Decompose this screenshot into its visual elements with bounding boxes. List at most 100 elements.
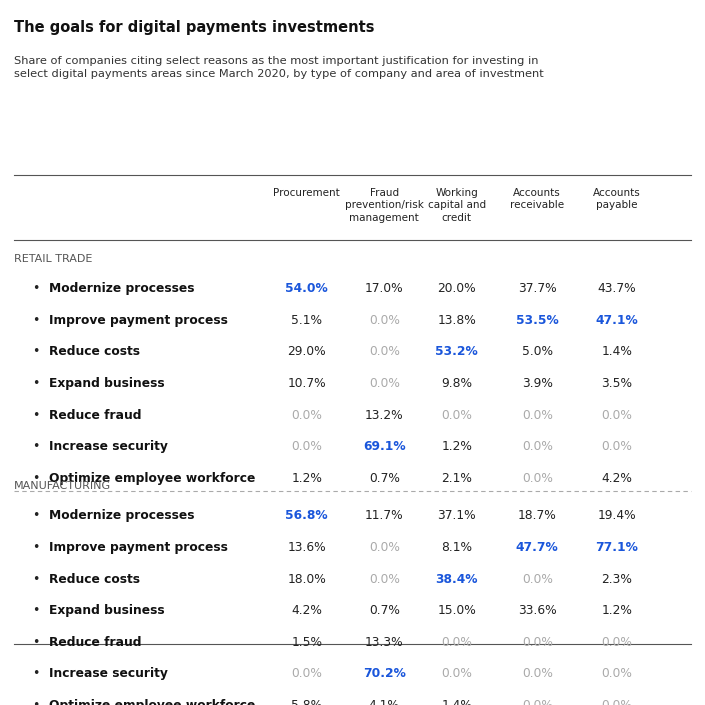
- Text: 0.0%: 0.0%: [522, 440, 553, 453]
- Text: 0.0%: 0.0%: [601, 440, 632, 453]
- Text: Optimize employee workforce: Optimize employee workforce: [49, 472, 256, 485]
- Text: 3.5%: 3.5%: [601, 377, 632, 390]
- Text: 0.7%: 0.7%: [369, 472, 400, 485]
- Text: •: •: [32, 699, 39, 705]
- Text: 10.7%: 10.7%: [288, 377, 326, 390]
- Text: 1.2%: 1.2%: [291, 472, 322, 485]
- Text: 43.7%: 43.7%: [598, 282, 636, 295]
- Text: 20.0%: 20.0%: [438, 282, 476, 295]
- Text: 1.4%: 1.4%: [601, 345, 632, 358]
- Text: 0.0%: 0.0%: [441, 636, 472, 649]
- Text: 0.0%: 0.0%: [601, 408, 632, 422]
- Text: Accounts
receivable: Accounts receivable: [510, 188, 564, 210]
- Text: •: •: [32, 572, 39, 586]
- Text: Reduce costs: Reduce costs: [49, 345, 140, 358]
- Text: Modernize processes: Modernize processes: [49, 509, 195, 522]
- Text: 53.5%: 53.5%: [516, 314, 558, 326]
- Text: 37.1%: 37.1%: [438, 509, 476, 522]
- Text: 0.0%: 0.0%: [601, 668, 632, 680]
- Text: •: •: [32, 668, 39, 680]
- Text: 13.2%: 13.2%: [365, 408, 403, 422]
- Text: 4.2%: 4.2%: [291, 604, 322, 617]
- Text: •: •: [32, 541, 39, 554]
- Text: 0.0%: 0.0%: [522, 472, 553, 485]
- Text: •: •: [32, 408, 39, 422]
- Text: RETAIL TRADE: RETAIL TRADE: [14, 254, 92, 264]
- Text: Fraud
prevention/risk
management: Fraud prevention/risk management: [345, 188, 424, 223]
- Text: •: •: [32, 636, 39, 649]
- Text: 0.0%: 0.0%: [291, 440, 322, 453]
- Text: 0.0%: 0.0%: [522, 636, 553, 649]
- Text: 5.8%: 5.8%: [291, 699, 322, 705]
- Text: 0.0%: 0.0%: [291, 668, 322, 680]
- Text: 77.1%: 77.1%: [596, 541, 638, 554]
- Text: 0.0%: 0.0%: [522, 699, 553, 705]
- Text: 0.0%: 0.0%: [522, 572, 553, 586]
- Text: 1.2%: 1.2%: [441, 440, 472, 453]
- Text: Improve payment process: Improve payment process: [49, 314, 228, 326]
- Text: 33.6%: 33.6%: [518, 604, 556, 617]
- Text: 29.0%: 29.0%: [288, 345, 326, 358]
- Text: 69.1%: 69.1%: [363, 440, 405, 453]
- Text: 13.3%: 13.3%: [365, 636, 403, 649]
- Text: 47.1%: 47.1%: [596, 314, 638, 326]
- Text: Reduce fraud: Reduce fraud: [49, 408, 142, 422]
- Text: 47.7%: 47.7%: [516, 541, 558, 554]
- Text: 18.7%: 18.7%: [518, 509, 556, 522]
- Text: 9.8%: 9.8%: [441, 377, 472, 390]
- Text: 3.9%: 3.9%: [522, 377, 553, 390]
- Text: Reduce fraud: Reduce fraud: [49, 636, 142, 649]
- Text: 0.0%: 0.0%: [441, 668, 472, 680]
- Text: 1.2%: 1.2%: [601, 604, 632, 617]
- Text: 19.4%: 19.4%: [598, 509, 636, 522]
- Text: 4.1%: 4.1%: [369, 699, 400, 705]
- Text: Procurement: Procurement: [274, 188, 340, 198]
- Text: •: •: [32, 509, 39, 522]
- Text: 0.0%: 0.0%: [522, 408, 553, 422]
- Text: •: •: [32, 282, 39, 295]
- Text: 1.5%: 1.5%: [291, 636, 322, 649]
- Text: 0.0%: 0.0%: [369, 541, 400, 554]
- Text: 13.8%: 13.8%: [438, 314, 476, 326]
- Text: 37.7%: 37.7%: [518, 282, 556, 295]
- Text: 38.4%: 38.4%: [436, 572, 478, 586]
- Text: 0.0%: 0.0%: [522, 668, 553, 680]
- Text: 15.0%: 15.0%: [438, 604, 476, 617]
- Text: 17.0%: 17.0%: [365, 282, 403, 295]
- Text: MANUFACTURING: MANUFACTURING: [14, 481, 111, 491]
- Text: 0.0%: 0.0%: [441, 408, 472, 422]
- Text: •: •: [32, 314, 39, 326]
- Text: 0.0%: 0.0%: [369, 345, 400, 358]
- Text: Reduce costs: Reduce costs: [49, 572, 140, 586]
- Text: 2.3%: 2.3%: [601, 572, 632, 586]
- Text: 0.0%: 0.0%: [601, 699, 632, 705]
- Text: •: •: [32, 345, 39, 358]
- Text: Increase security: Increase security: [49, 440, 168, 453]
- Text: 56.8%: 56.8%: [286, 509, 328, 522]
- Text: 1.4%: 1.4%: [441, 699, 472, 705]
- Text: 0.0%: 0.0%: [369, 572, 400, 586]
- Text: •: •: [32, 377, 39, 390]
- Text: 70.2%: 70.2%: [363, 668, 405, 680]
- Text: 18.0%: 18.0%: [288, 572, 326, 586]
- Text: Expand business: Expand business: [49, 377, 165, 390]
- Text: 0.0%: 0.0%: [369, 314, 400, 326]
- Text: Optimize employee workforce: Optimize employee workforce: [49, 699, 256, 705]
- Text: Working
capital and
credit: Working capital and credit: [428, 188, 486, 223]
- Text: Increase security: Increase security: [49, 668, 168, 680]
- Text: Improve payment process: Improve payment process: [49, 541, 228, 554]
- Text: 8.1%: 8.1%: [441, 541, 472, 554]
- Text: 5.0%: 5.0%: [522, 345, 553, 358]
- Text: 0.7%: 0.7%: [369, 604, 400, 617]
- Text: 13.6%: 13.6%: [288, 541, 326, 554]
- Text: 4.2%: 4.2%: [601, 472, 632, 485]
- Text: 53.2%: 53.2%: [436, 345, 478, 358]
- Text: Expand business: Expand business: [49, 604, 165, 617]
- Text: 11.7%: 11.7%: [365, 509, 403, 522]
- Text: 2.1%: 2.1%: [441, 472, 472, 485]
- Text: •: •: [32, 440, 39, 453]
- Text: 5.1%: 5.1%: [291, 314, 322, 326]
- Text: 0.0%: 0.0%: [291, 408, 322, 422]
- Text: Accounts
payable: Accounts payable: [593, 188, 641, 210]
- Text: •: •: [32, 604, 39, 617]
